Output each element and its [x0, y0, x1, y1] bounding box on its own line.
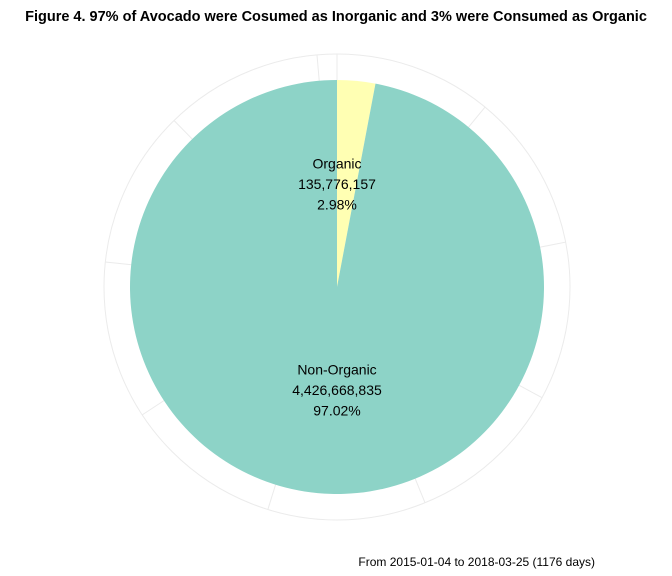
slice-label-value-organic: 135,776,157: [298, 176, 376, 192]
pie-slice-non-organic: [129, 80, 544, 494]
pie-slice-organic: [337, 80, 376, 287]
slice-label-percent-non-organic: 97.02%: [313, 403, 360, 419]
chart-caption: From 2015-01-04 to 2018-03-25 (1176 days…: [358, 555, 595, 569]
slice-label-value-non-organic: 4,426,668,835: [292, 382, 382, 398]
slice-label-percent-organic: 2.98%: [317, 197, 357, 213]
chart-title: Figure 4. 97% of Avocado were Cosumed as…: [25, 9, 647, 25]
slice-label-name-non-organic: Non-Organic: [297, 362, 376, 378]
slice-label-name-organic: Organic: [312, 156, 361, 172]
slice-labels: Organic 135,776,157 2.98% Non-Organic 4,426,…: [292, 156, 382, 419]
pie-slices: [129, 80, 544, 494]
